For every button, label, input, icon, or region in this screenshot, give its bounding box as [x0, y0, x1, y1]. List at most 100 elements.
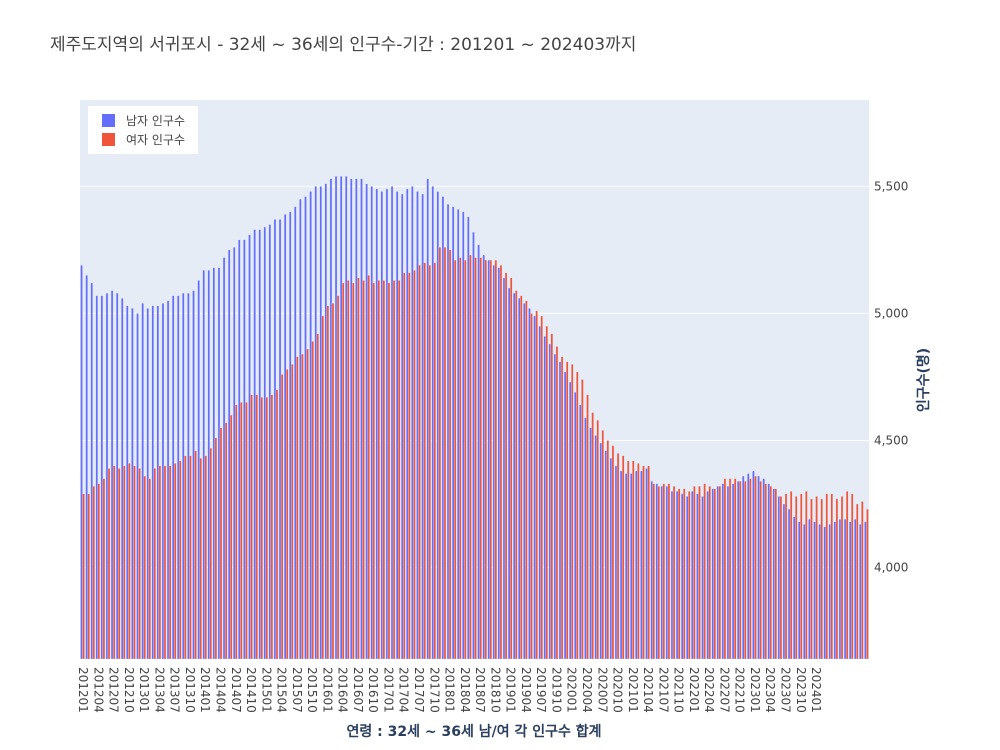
bar-male[interactable]: [716, 486, 719, 660]
bar-male[interactable]: [426, 178, 429, 660]
bar-male[interactable]: [711, 488, 714, 660]
bar-male[interactable]: [660, 486, 663, 660]
bar-female[interactable]: [306, 348, 309, 660]
bar-male[interactable]: [833, 521, 837, 660]
bar-female[interactable]: [219, 427, 223, 660]
bar-female[interactable]: [571, 364, 574, 660]
bar-female[interactable]: [586, 394, 589, 660]
bar-male[interactable]: [166, 300, 170, 660]
bar-male[interactable]: [80, 265, 83, 660]
bar-male[interactable]: [253, 229, 256, 660]
bar-female[interactable]: [82, 493, 85, 660]
bar-male[interactable]: [131, 308, 134, 660]
bar-male[interactable]: [314, 186, 317, 660]
bar-male[interactable]: [283, 214, 287, 660]
bar-male[interactable]: [650, 480, 653, 660]
bar-male[interactable]: [365, 183, 368, 660]
bar-female[interactable]: [861, 501, 864, 660]
bar-male[interactable]: [350, 178, 353, 660]
bar-male[interactable]: [625, 473, 628, 660]
bar-female[interactable]: [672, 486, 676, 660]
bar-female[interactable]: [601, 430, 604, 660]
bar-male[interactable]: [182, 292, 185, 660]
bar-male[interactable]: [691, 491, 694, 660]
bar-male[interactable]: [329, 178, 333, 660]
bar-female[interactable]: [474, 257, 477, 660]
bar-male[interactable]: [558, 361, 562, 660]
bar-male[interactable]: [655, 483, 658, 660]
bar-female[interactable]: [336, 295, 340, 660]
bar-female[interactable]: [408, 272, 411, 660]
bar-female[interactable]: [642, 465, 645, 660]
bar-female[interactable]: [718, 486, 722, 660]
bar-male[interactable]: [355, 178, 358, 660]
bar-male[interactable]: [451, 206, 455, 660]
bar-female[interactable]: [301, 353, 304, 660]
bar-female[interactable]: [515, 290, 518, 660]
bar-female[interactable]: [316, 333, 319, 660]
bar-male[interactable]: [635, 470, 638, 660]
bar-male[interactable]: [263, 226, 266, 660]
bar-female[interactable]: [667, 483, 671, 660]
bar-female[interactable]: [448, 249, 452, 660]
bar-female[interactable]: [153, 468, 156, 660]
bar-female[interactable]: [179, 460, 182, 660]
bar-female[interactable]: [611, 445, 615, 660]
bar-female[interactable]: [810, 498, 813, 660]
bar-female[interactable]: [632, 460, 635, 660]
bar-male[interactable]: [528, 308, 531, 660]
bar-female[interactable]: [107, 468, 111, 660]
bar-female[interactable]: [708, 486, 711, 660]
bar-male[interactable]: [238, 239, 241, 660]
bar-female[interactable]: [683, 488, 686, 660]
bar-male[interactable]: [436, 191, 440, 660]
bar-male[interactable]: [803, 524, 806, 660]
bar-male[interactable]: [859, 524, 862, 660]
bar-female[interactable]: [759, 480, 762, 660]
bar-female[interactable]: [362, 280, 365, 660]
bar-female[interactable]: [591, 412, 594, 660]
bar-female[interactable]: [174, 463, 177, 660]
bar-female[interactable]: [443, 247, 447, 660]
bar-male[interactable]: [747, 473, 750, 660]
bar-female[interactable]: [97, 483, 101, 660]
bar-female[interactable]: [250, 394, 253, 660]
bar-male[interactable]: [294, 206, 297, 660]
bar-female[interactable]: [245, 402, 248, 660]
bar-male[interactable]: [614, 465, 618, 660]
bar-male[interactable]: [787, 508, 791, 660]
bar-male[interactable]: [339, 176, 343, 660]
bar-female[interactable]: [530, 313, 533, 660]
bar-female[interactable]: [733, 478, 737, 660]
legend-swatch-male[interactable]: [102, 114, 115, 127]
bar-female[interactable]: [392, 280, 396, 660]
bar-female[interactable]: [703, 483, 706, 660]
bar-male[interactable]: [243, 239, 246, 660]
bar-male[interactable]: [813, 521, 816, 660]
bar-male[interactable]: [105, 292, 109, 660]
bar-female[interactable]: [148, 478, 151, 660]
bar-male[interactable]: [767, 483, 770, 660]
bar-male[interactable]: [574, 392, 577, 660]
bar-male[interactable]: [207, 270, 210, 660]
bar-female[interactable]: [158, 465, 162, 660]
bar-male[interactable]: [233, 247, 236, 660]
bar-male[interactable]: [334, 176, 338, 660]
bar-female[interactable]: [413, 270, 416, 660]
bar-female[interactable]: [499, 265, 503, 660]
bar-female[interactable]: [189, 455, 192, 660]
bar-male[interactable]: [192, 290, 195, 660]
bar-male[interactable]: [319, 186, 322, 660]
bar-male[interactable]: [171, 295, 175, 660]
bar-male[interactable]: [721, 483, 725, 660]
bar-female[interactable]: [341, 282, 345, 660]
bar-female[interactable]: [403, 272, 406, 660]
bar-male[interactable]: [304, 196, 307, 660]
bar-female[interactable]: [835, 498, 839, 660]
bar-female[interactable]: [657, 486, 660, 660]
bar-male[interactable]: [533, 315, 536, 660]
bar-female[interactable]: [372, 282, 375, 660]
bar-female[interactable]: [291, 364, 294, 660]
bar-female[interactable]: [479, 257, 482, 660]
bar-male[interactable]: [462, 211, 465, 660]
